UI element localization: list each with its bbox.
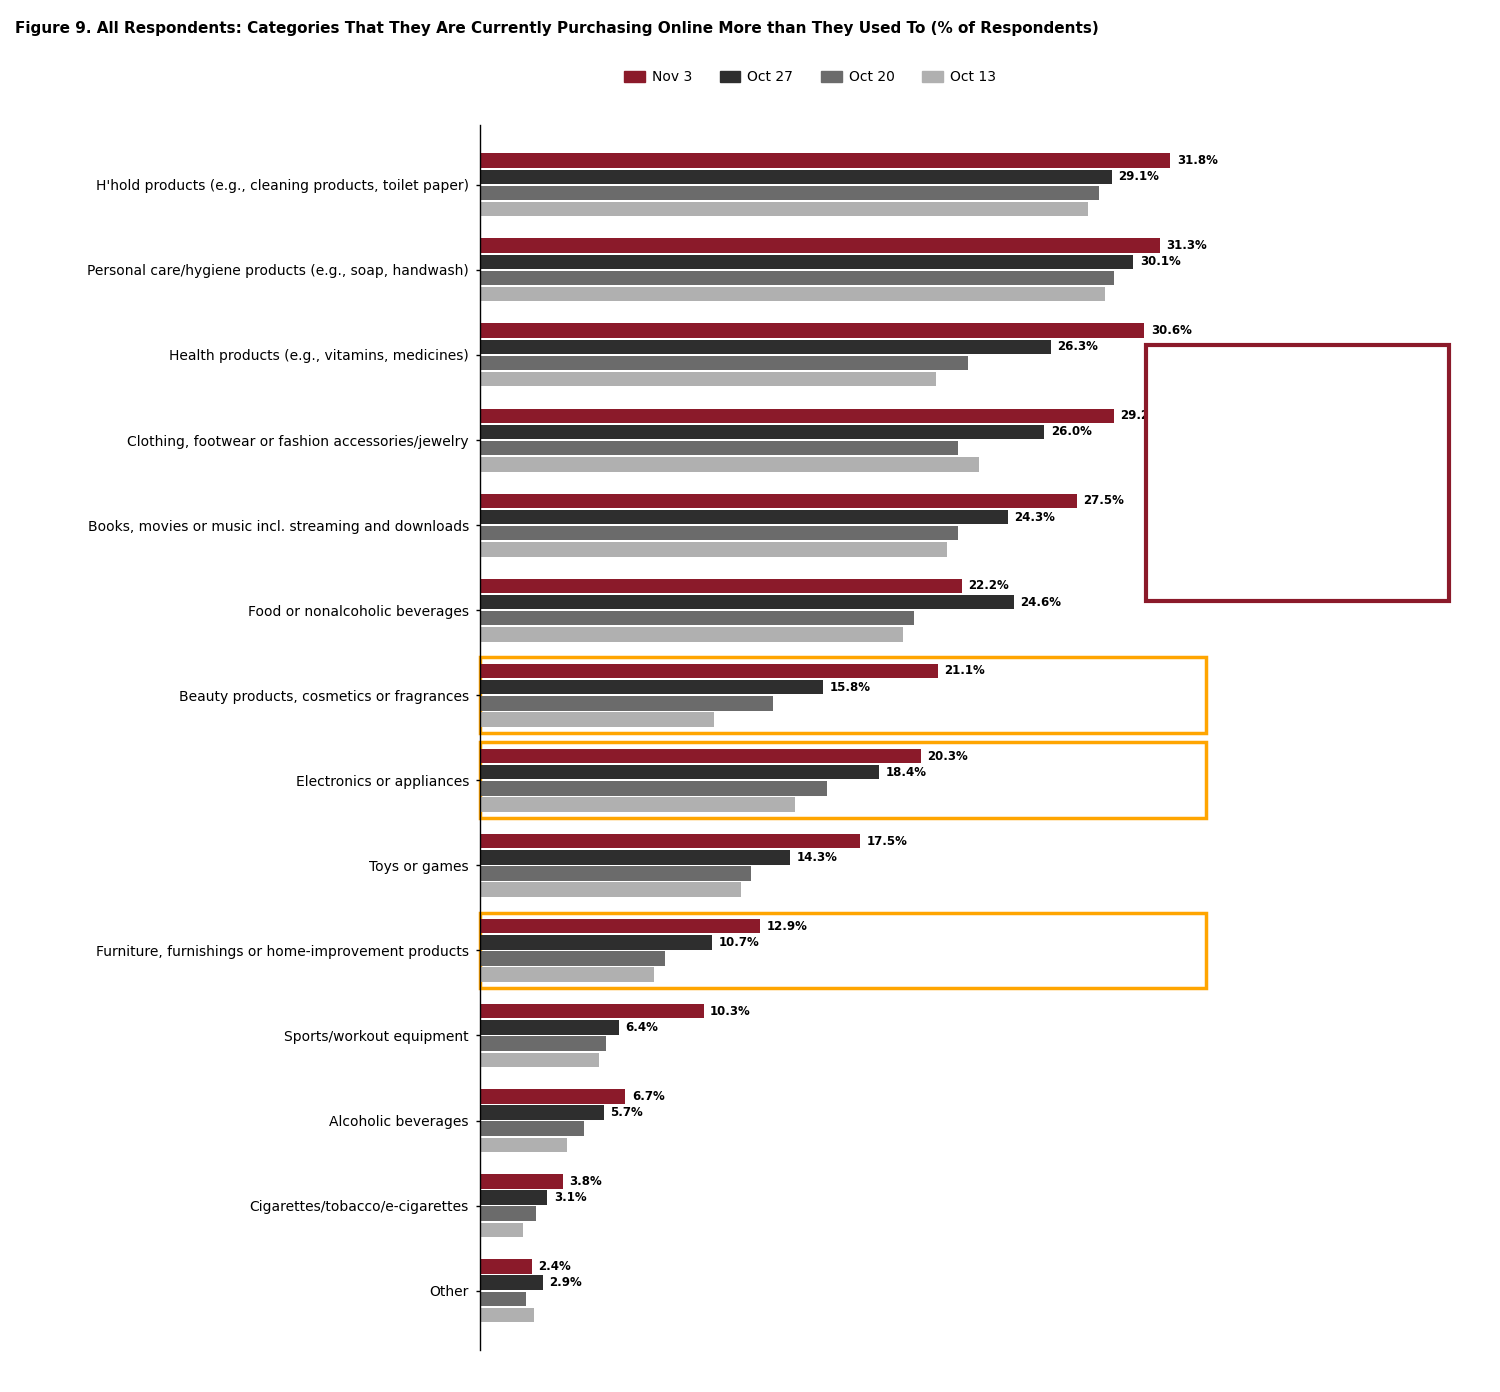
FancyBboxPatch shape <box>480 657 1206 734</box>
Bar <box>480 1052 600 1066</box>
Text: 10.7%: 10.7% <box>718 935 759 949</box>
Bar <box>480 1105 603 1119</box>
Text: 24.6%: 24.6% <box>1020 596 1062 608</box>
Text: 14.3%: 14.3% <box>796 851 838 864</box>
Text: 30.6%: 30.6% <box>1150 324 1191 337</box>
Text: 27.5%: 27.5% <box>1083 494 1125 507</box>
Bar <box>480 1222 524 1237</box>
Bar <box>480 541 946 557</box>
Bar <box>480 834 860 848</box>
Bar <box>480 153 1170 168</box>
Text: 30.1%: 30.1% <box>1140 255 1180 269</box>
Bar <box>480 951 664 966</box>
Text: 22.2%: 22.2% <box>969 579 1010 593</box>
Bar <box>480 1292 525 1306</box>
Bar <box>480 851 790 864</box>
FancyBboxPatch shape <box>1146 345 1449 601</box>
Bar <box>480 766 879 780</box>
Bar <box>480 238 1160 253</box>
Bar <box>480 1190 548 1204</box>
Bar <box>480 594 1014 610</box>
Bar <box>480 1004 704 1019</box>
Text: 31.8%: 31.8% <box>1178 155 1218 167</box>
Bar <box>480 866 752 881</box>
Bar <box>480 340 1052 354</box>
Bar <box>480 425 1044 438</box>
Text: Online purchases of
beauty, electronics
and home reached
new highs: Online purchases of beauty, electronics … <box>1197 427 1398 519</box>
Bar <box>480 323 1144 338</box>
Bar <box>480 287 1106 301</box>
Legend: Nov 3, Oct 27, Oct 20, Oct 13: Nov 3, Oct 27, Oct 20, Oct 13 <box>618 65 1002 90</box>
Text: 24.3%: 24.3% <box>1014 511 1054 523</box>
Bar <box>480 798 795 812</box>
Bar <box>480 883 741 896</box>
Bar <box>480 494 1077 508</box>
Text: 26.3%: 26.3% <box>1058 341 1098 354</box>
Bar <box>480 1275 543 1290</box>
Bar <box>480 579 962 593</box>
Bar <box>480 372 936 387</box>
Bar <box>480 202 1088 216</box>
Text: 29.2%: 29.2% <box>1120 409 1161 422</box>
Bar <box>480 919 760 934</box>
Bar <box>480 628 903 642</box>
Bar <box>480 1020 620 1034</box>
Text: 5.7%: 5.7% <box>610 1107 644 1119</box>
Bar <box>480 967 654 981</box>
Bar <box>480 1307 534 1322</box>
Bar <box>480 526 957 540</box>
Text: 18.4%: 18.4% <box>886 766 927 778</box>
Bar <box>480 185 1100 200</box>
Text: Figure 9. All Respondents: Categories That They Are Currently Purchasing Online : Figure 9. All Respondents: Categories Th… <box>15 21 1098 36</box>
Bar <box>480 935 712 949</box>
Text: 3.8%: 3.8% <box>568 1175 602 1187</box>
FancyBboxPatch shape <box>480 913 1206 988</box>
Bar <box>480 457 980 472</box>
Text: 31.3%: 31.3% <box>1166 239 1208 252</box>
Bar <box>480 1175 562 1189</box>
Bar <box>480 1207 537 1221</box>
Bar <box>480 664 938 678</box>
Text: 6.7%: 6.7% <box>632 1090 664 1102</box>
FancyBboxPatch shape <box>480 742 1206 818</box>
Text: 10.3%: 10.3% <box>710 1005 752 1018</box>
Text: 15.8%: 15.8% <box>830 681 870 693</box>
Bar <box>480 1137 567 1153</box>
Text: 26.0%: 26.0% <box>1052 426 1092 438</box>
Text: 20.3%: 20.3% <box>927 749 968 763</box>
Bar <box>480 713 714 727</box>
Bar <box>480 679 824 695</box>
Bar <box>480 170 1112 184</box>
Bar <box>480 1122 584 1136</box>
Bar <box>480 441 957 455</box>
Bar <box>480 270 1114 285</box>
Bar <box>480 255 1134 269</box>
Bar <box>480 1260 532 1274</box>
Bar <box>480 611 914 625</box>
Bar <box>480 696 772 710</box>
Bar <box>480 749 921 763</box>
Text: 29.1%: 29.1% <box>1119 170 1160 184</box>
Bar <box>480 1036 606 1051</box>
Bar <box>480 409 1114 423</box>
Text: 3.1%: 3.1% <box>554 1192 586 1204</box>
Bar <box>480 509 1008 525</box>
Bar <box>480 781 828 796</box>
Bar <box>480 356 969 370</box>
Bar <box>480 1089 626 1104</box>
Text: 21.1%: 21.1% <box>945 664 986 678</box>
Text: 2.9%: 2.9% <box>549 1276 582 1289</box>
Text: 12.9%: 12.9% <box>766 920 807 933</box>
Text: 6.4%: 6.4% <box>626 1020 658 1034</box>
Text: 2.4%: 2.4% <box>538 1260 572 1272</box>
Text: 17.5%: 17.5% <box>867 835 907 848</box>
